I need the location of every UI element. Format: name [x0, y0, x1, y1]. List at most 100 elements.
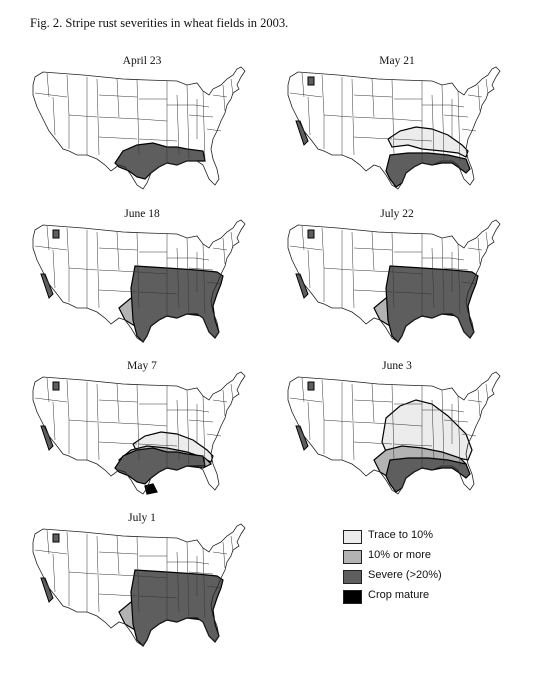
state-boundary — [393, 118, 423, 122]
state-boundary — [96, 78, 100, 156]
legend-item-ten-or-more: 10% or more — [343, 548, 513, 568]
state-boundary — [194, 561, 210, 565]
state-boundary — [353, 269, 395, 273]
state-boundary — [186, 84, 190, 160]
state-boundary — [321, 227, 325, 269]
state-boundary — [188, 114, 214, 118]
us-outline — [32, 371, 246, 495]
state-boundary — [186, 237, 190, 313]
state-boundary — [116, 231, 120, 271]
state-boundary — [289, 397, 323, 403]
state-boundary — [46, 377, 50, 403]
state-boundary — [353, 136, 393, 140]
state-boundary — [393, 443, 433, 447]
state-boundary — [485, 383, 489, 401]
state-boundary — [176, 399, 180, 461]
state-boundary — [176, 94, 180, 156]
state-boundary — [307, 96, 311, 136]
state-boundary — [66, 379, 70, 421]
state-boundary — [323, 114, 353, 118]
map-title: July 1 — [128, 512, 156, 524]
state-boundary — [230, 78, 234, 96]
state-boundary — [371, 383, 375, 423]
state-boundary — [136, 232, 140, 309]
state-boundary — [477, 389, 481, 417]
state-boundary — [138, 443, 178, 447]
state-boundary — [136, 79, 140, 156]
state-boundary — [449, 104, 465, 108]
us-outline — [287, 66, 501, 190]
state-boundary — [449, 257, 465, 261]
state-boundary — [98, 116, 140, 120]
state-boundary — [393, 291, 433, 295]
severity-region-pacific-northwest — [52, 229, 60, 239]
state-boundary — [449, 409, 465, 413]
state-boundary — [457, 395, 461, 467]
state-boundary — [222, 84, 226, 112]
state-boundary — [98, 441, 138, 445]
legend-swatch-ten-or-more — [343, 550, 362, 564]
state-boundary — [441, 84, 445, 160]
state-boundary — [138, 138, 178, 142]
state-boundary — [98, 269, 140, 273]
figure-title: Fig. 2. Stripe rust severities in wheat … — [30, 16, 289, 30]
map-july-22: July 22 — [282, 208, 512, 358]
state-boundary — [206, 585, 222, 589]
map-june-18: June 18 — [27, 208, 257, 358]
state-boundary — [96, 231, 100, 309]
map-title: June 18 — [124, 208, 160, 220]
state-boundary — [98, 136, 138, 140]
state-boundary — [202, 547, 206, 619]
state-boundary — [351, 78, 355, 156]
state-boundary — [353, 441, 393, 445]
state-boundary — [391, 79, 395, 156]
state-boundary — [467, 399, 483, 403]
state-boundary — [116, 535, 120, 575]
state-boundary — [321, 379, 325, 421]
state-boundary — [391, 232, 395, 309]
state-boundary — [138, 118, 168, 122]
state-boundary — [301, 377, 305, 403]
state-boundary — [467, 94, 483, 98]
state-boundary — [66, 531, 70, 573]
state-boundary — [391, 384, 395, 461]
state-boundary — [212, 247, 228, 251]
state-boundary — [351, 383, 355, 461]
state-boundary — [98, 593, 138, 597]
us-outline — [287, 371, 501, 495]
us-map — [287, 219, 501, 343]
map-title: June 3 — [382, 360, 412, 372]
state-boundary — [138, 595, 178, 599]
state-boundary — [431, 247, 435, 309]
state-boundary — [98, 573, 140, 577]
state-boundary — [461, 433, 477, 437]
legend: Trace to 10% 10% or more Severe (>20%) C… — [343, 528, 513, 608]
us-outline — [287, 219, 501, 343]
state-boundary — [431, 94, 435, 156]
legend-swatch-crop-mature — [343, 590, 362, 604]
us-map — [287, 66, 501, 190]
state-boundary — [68, 419, 98, 423]
state-boundary — [188, 571, 214, 575]
us-map — [32, 66, 246, 190]
state-boundary — [485, 231, 489, 249]
state-boundary — [52, 553, 56, 593]
state-boundary — [443, 419, 469, 423]
state-boundary — [289, 245, 323, 251]
state-boundary — [66, 74, 70, 116]
map-april-23: April 23 — [27, 55, 257, 205]
state-boundary — [321, 74, 325, 116]
legend-swatch-severe — [343, 570, 362, 584]
state-boundary — [212, 551, 228, 555]
state-boundary — [176, 551, 180, 613]
state-boundary — [301, 72, 305, 98]
state-boundary — [230, 535, 234, 553]
state-boundary — [307, 249, 311, 289]
severity-region-severe-east — [130, 265, 224, 343]
severity-region-pacific-northwest — [307, 229, 315, 239]
state-boundary — [186, 389, 190, 465]
state-boundary — [116, 383, 120, 423]
map-title: May 7 — [127, 360, 157, 372]
state-boundary — [66, 227, 70, 269]
state-boundary — [222, 389, 226, 417]
